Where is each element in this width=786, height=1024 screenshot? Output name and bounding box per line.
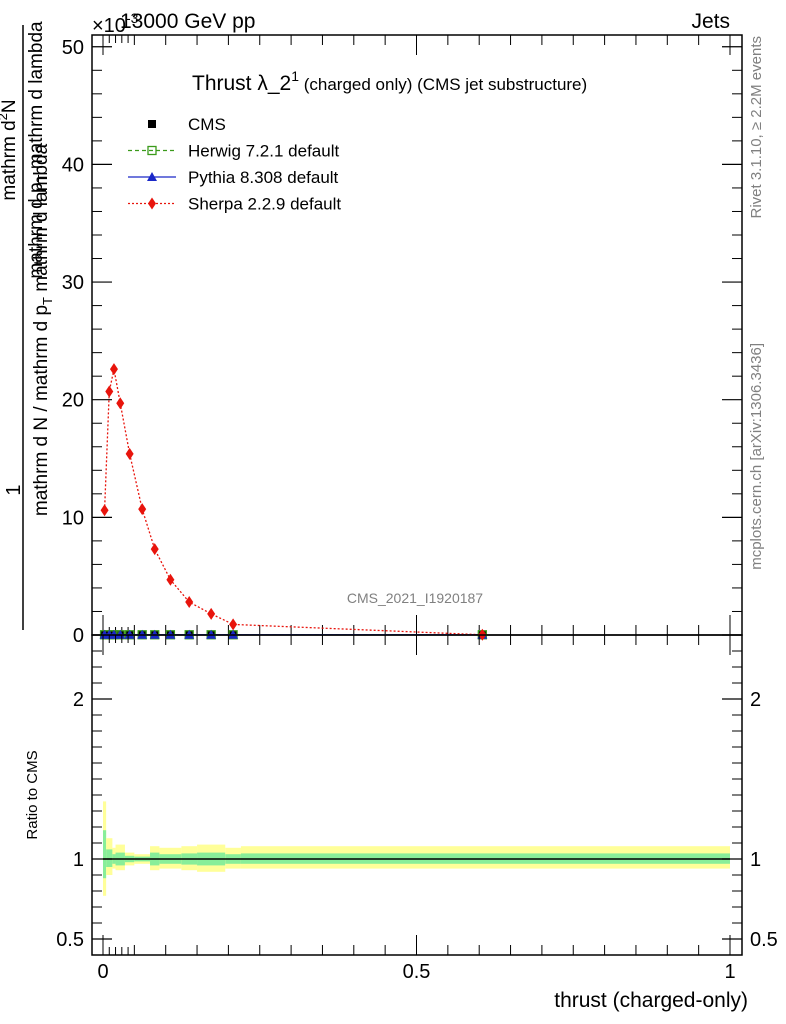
ratio-y-tick-label: 1 bbox=[73, 849, 84, 871]
y-label-differential-numerator: mathrm d2N bbox=[0, 99, 20, 200]
mcplots-label: mcplots.cern.ch [arXiv:1306.3436] bbox=[748, 343, 765, 570]
ratio-y-tick-label-right: 2 bbox=[750, 689, 761, 711]
data-point-sherpa bbox=[166, 573, 175, 586]
legend: CMS Herwig 7.2.1 default Pythia 8.308 defa… bbox=[128, 115, 341, 214]
legend-marker bbox=[147, 145, 157, 156]
data-point-sherpa bbox=[185, 596, 194, 609]
data-point-sherpa bbox=[105, 385, 114, 398]
legend-marker bbox=[148, 120, 156, 128]
ratio-y-tick-label-right: 0.5 bbox=[750, 929, 778, 951]
data-point-sherpa bbox=[150, 543, 159, 556]
ratio-uncertainty-band-inner bbox=[106, 849, 113, 867]
ratio-y-tick-label-right: 1 bbox=[750, 849, 761, 871]
y-tick-label: 50 bbox=[62, 37, 84, 59]
y-label-numerator: 1 bbox=[3, 484, 25, 495]
y-tick-label: 40 bbox=[62, 154, 84, 176]
y-tick-label: 30 bbox=[62, 272, 84, 294]
x-tick-label: 1 bbox=[724, 961, 735, 983]
data-point-sherpa bbox=[100, 504, 109, 517]
x-axis-label: thrust (charged-only) bbox=[554, 989, 748, 1012]
header-right: Jets bbox=[691, 10, 730, 33]
x-tick-label: 0 bbox=[97, 961, 108, 983]
data-point-sherpa bbox=[207, 607, 216, 620]
rivet-label: Rivet 3.1.10, ≥ 2.2M events bbox=[748, 36, 765, 219]
legend-label: Herwig 7.2.1 default bbox=[188, 142, 339, 161]
y-axis-label: 1 mathrm d N / mathrm d pT mathrm d lamb… bbox=[0, 21, 55, 630]
legend-label: Sherpa 2.2.9 default bbox=[188, 195, 341, 214]
legend-label: CMS bbox=[188, 115, 226, 134]
plot-title: Thrust λ_21 (charged only) (CMS jet subs… bbox=[192, 68, 587, 95]
y-tick-label: 0 bbox=[73, 625, 84, 647]
ratio-y-tick-label: 2 bbox=[73, 689, 84, 711]
data-point-sherpa bbox=[125, 447, 134, 460]
header-left: 13000 GeV pp bbox=[120, 10, 255, 33]
legend-marker bbox=[148, 197, 156, 210]
y-exponent-label: ×10-3 bbox=[92, 10, 139, 37]
ratio-y-tick-label: 0.5 bbox=[56, 929, 84, 951]
y-label-denominator: mathrm d N / mathrm d pT mathrm d lambda bbox=[31, 143, 55, 516]
main-axis-ticks: 0 10 20 30 40 50 bbox=[62, 35, 742, 647]
data-point-sherpa bbox=[109, 363, 118, 376]
legend-marker bbox=[147, 172, 157, 181]
y-label-differential-denominator: mathrm d pT mathrm d lambda bbox=[26, 21, 50, 279]
y-tick-label: 10 bbox=[62, 507, 84, 529]
ratio-plot-frame bbox=[91, 634, 743, 956]
data-point-sherpa bbox=[116, 397, 125, 410]
ratio-axis-ticks: 0.5 0.5 1 1 2 2 0 0.5 1 bbox=[56, 635, 778, 983]
x-tick-label: 0.5 bbox=[403, 961, 431, 983]
analysis-watermark: CMS_2021_I1920187 bbox=[347, 590, 483, 606]
data-point-sherpa bbox=[138, 503, 147, 516]
ratio-uncertainty-band-inner bbox=[103, 830, 107, 879]
ratio-plot-area bbox=[103, 801, 730, 896]
data-point-sherpa bbox=[229, 618, 238, 631]
legend-label: Pythia 8.308 default bbox=[188, 168, 339, 187]
ratio-axis-label: Ratio to CMS bbox=[24, 750, 41, 839]
y-tick-label: 20 bbox=[62, 390, 84, 412]
